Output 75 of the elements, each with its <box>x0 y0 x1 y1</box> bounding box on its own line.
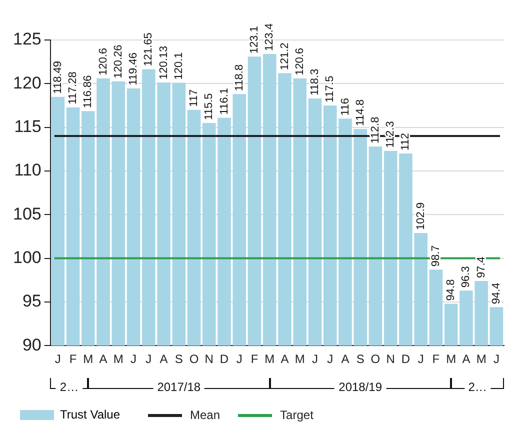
data-label: 119.46 <box>128 52 140 86</box>
x-tick-label: J <box>146 352 152 366</box>
y-tick-label: 110 <box>14 160 42 180</box>
x-tick-label: M <box>113 352 124 366</box>
x-tick-label: A <box>462 352 470 366</box>
data-label: 117.28 <box>67 72 80 104</box>
x-tick-label: J <box>312 352 318 366</box>
data-label: 97.4 <box>475 256 488 278</box>
y-tick-label: 100 <box>12 248 42 267</box>
x-tick-label: M <box>294 352 305 366</box>
data-label: 120.6 <box>294 48 306 76</box>
x-tick-label: J <box>236 352 242 366</box>
y-tick-label: 95 <box>22 292 42 311</box>
data-label: 118.49 <box>52 61 64 94</box>
x-tick-label: F <box>250 352 258 366</box>
data-label: 112.3 <box>384 121 397 148</box>
text: 2… <box>56 380 83 394</box>
data-label: 120.13 <box>158 46 170 80</box>
x-tick-label: M <box>83 352 94 366</box>
x-tick-label: A <box>280 352 289 366</box>
y-tick-label: 115 <box>14 117 42 136</box>
x-tick-label: A <box>160 352 168 366</box>
data-label: 98.7 <box>430 245 442 267</box>
x-tick-label: A <box>99 352 108 366</box>
data-label: 120.1 <box>172 52 185 80</box>
x-tick-label: D <box>401 352 410 366</box>
y-tick-label: 120 <box>12 73 42 92</box>
x-tick-label: J <box>418 352 424 366</box>
legend-label: Target <box>280 408 314 422</box>
x-tick-label: M <box>446 352 456 366</box>
text: 2017/18 <box>153 380 205 394</box>
x-tick-label: O <box>370 352 380 366</box>
data-label: 120.6 <box>97 48 110 76</box>
data-label: 118.8 <box>233 64 246 92</box>
text: 2018/19 <box>334 380 386 394</box>
x-tick-label: N <box>204 352 214 366</box>
x-tick-label: J <box>493 352 500 366</box>
data-label: 114.8 <box>354 99 366 126</box>
data-label: 94.4 <box>490 282 502 304</box>
x-tick-label: J <box>130 352 137 366</box>
data-label: 116.86 <box>82 75 94 108</box>
x-tick-label: F <box>432 352 440 366</box>
y-tick-label: 90 <box>22 335 42 354</box>
x-tick-label: D <box>220 352 229 366</box>
data-label: 94.8 <box>445 279 458 301</box>
x-tick-label: F <box>69 352 77 366</box>
text: 2… <box>464 380 491 394</box>
x-tick-label: S <box>356 352 364 366</box>
x-tick-label: M <box>476 352 486 366</box>
data-label: 121.65 <box>142 32 155 66</box>
y-tick-label: 105 <box>12 204 42 224</box>
x-tick-label: S <box>174 352 183 366</box>
data-label: 118.3 <box>309 68 322 96</box>
data-label: 117.5 <box>324 76 336 102</box>
data-label: 96.3 <box>460 266 472 288</box>
data-label: 117 <box>188 89 200 107</box>
x-tick-label: J <box>327 352 334 366</box>
data-label: 116 <box>339 98 352 116</box>
x-tick-label: J <box>54 352 61 366</box>
data-label: 115.5 <box>203 93 216 120</box>
data-label: 121.2 <box>278 42 291 70</box>
x-tick-label: M <box>264 352 275 366</box>
x-tick-label: A <box>341 352 350 366</box>
y-tick-label: 125 <box>12 30 42 49</box>
data-label: 120.26 <box>112 44 124 78</box>
data-label: 116.1 <box>218 88 230 115</box>
data-label: 102.9 <box>414 202 427 230</box>
x-tick-label: N <box>386 352 395 366</box>
legend-label: Trust Value <box>60 407 120 422</box>
x-tick-label: O <box>189 352 199 366</box>
legend-label: Mean <box>190 408 220 422</box>
data-label: 123.1 <box>248 26 261 54</box>
data-label: 112 <box>400 132 412 151</box>
data-label: 112.8 <box>370 116 382 144</box>
data-label: 123.4 <box>264 23 276 51</box>
